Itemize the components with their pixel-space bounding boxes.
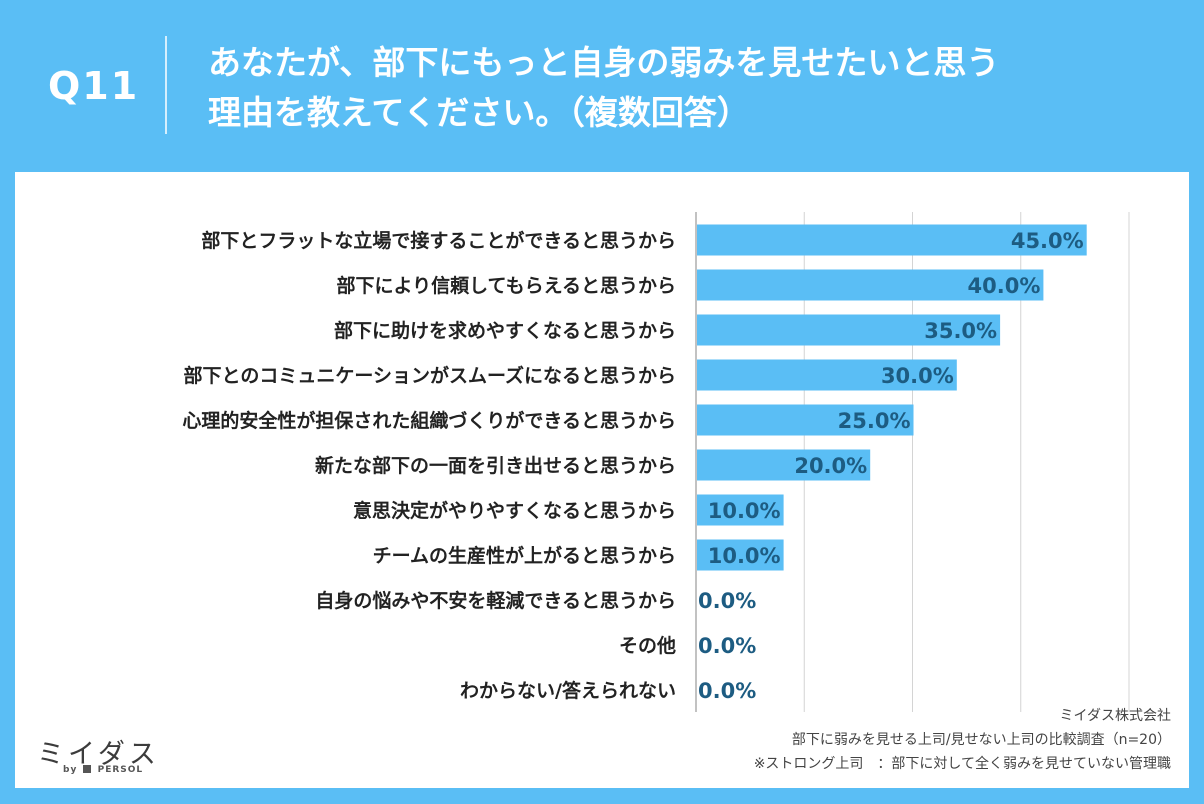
data-label: 10.0% <box>708 499 781 523</box>
bar-chart: 部下とフラットな立場で接することができると思うから 45.0% 部下により信頼しても… <box>182 212 1130 712</box>
category-label: 新たな部下の一面を引き出せると思うから <box>315 454 676 477</box>
question-title-line2: 理由を教えてください。（複数回答） <box>208 93 750 132</box>
data-label: 0.0% <box>698 589 756 613</box>
bar <box>697 359 957 391</box>
footnote-definition: ※ストロング上司 ：部下に対して全く弱みを見せていない管理職 <box>753 756 1171 772</box>
footnote-survey: 部下に弱みを見せる上司/見せない上司の比較調査（n=20） <box>791 732 1171 748</box>
category-label: 意思決定がやりやすくなると思うから <box>353 499 676 522</box>
bar <box>697 314 1001 346</box>
data-label: 45.0% <box>1011 229 1084 253</box>
bar <box>697 269 1044 301</box>
category-label: その他 <box>619 634 676 657</box>
data-label: 25.0% <box>838 409 911 433</box>
question-title: あなたが、部下にもっと自身の弱みを見せたいと思う 理由を教えてください。（複数回… <box>208 38 1168 138</box>
logo-by: by <box>63 765 78 775</box>
footnote-company: ミイダス株式会社 <box>1059 708 1171 724</box>
category-label: わからない/答えられない <box>460 679 676 702</box>
category-label: 部下とフラットな立場で接することができると思うから <box>201 229 676 252</box>
question-title-line1: あなたが、部下にもっと自身の弱みを見せたいと思う <box>208 43 1000 82</box>
bar <box>697 224 1087 256</box>
data-label: 35.0% <box>924 319 997 343</box>
bar <box>697 494 784 526</box>
category-label: 部下に助けを求めやすくなると思うから <box>334 319 676 342</box>
logo-brand: PERSOL <box>97 765 144 775</box>
header-divider <box>165 36 167 134</box>
logo-byline: by PERSOL <box>63 765 143 775</box>
question-number: Q11 <box>48 64 140 108</box>
category-label: 部下とのコミュニケーションがスムーズになると思うから <box>184 364 676 387</box>
data-label: 40.0% <box>968 274 1041 298</box>
data-label: 20.0% <box>794 454 867 478</box>
mIDAS-logo: ミイダス by PERSOL <box>37 732 187 777</box>
category-label: 心理的安全性が担保された組織づくりができると思うから <box>182 409 676 432</box>
data-label: 10.0% <box>708 544 781 568</box>
category-label: 部下により信頼してもらえると思うから <box>336 274 676 297</box>
footnote: ミイダス株式会社 部下に弱みを見せる上司/見せない上司の比較調査（n=20） ※… <box>754 704 1171 776</box>
header: Q11 あなたが、部下にもっと自身の弱みを見せたいと思う 理由を教えてください。… <box>0 0 1204 170</box>
bar <box>697 449 871 481</box>
data-label: 0.0% <box>698 679 756 703</box>
bar <box>697 539 784 571</box>
category-label: チームの生産性が上がると思うから <box>373 544 676 567</box>
category-label: 自身の悩みや不安を軽減できると思うから <box>315 589 676 612</box>
chart-panel: 部下とフラットな立場で接することができると思うから 45.0% 部下により信頼しても… <box>15 172 1189 788</box>
logo-wordmark: ミイダス <box>37 739 160 770</box>
persol-mark-icon <box>83 765 92 773</box>
data-label: 0.0% <box>698 634 756 658</box>
bar <box>697 404 914 436</box>
data-label: 30.0% <box>881 364 954 388</box>
